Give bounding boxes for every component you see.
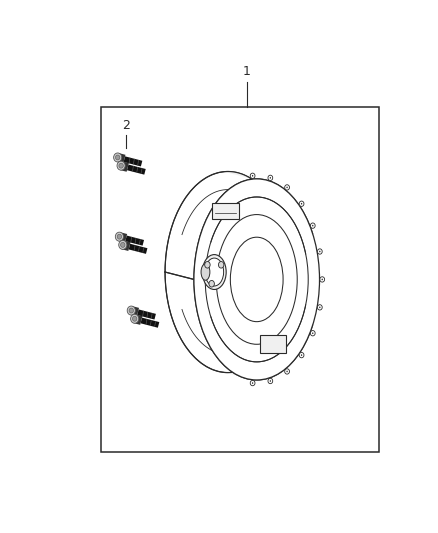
Ellipse shape	[252, 382, 253, 384]
Polygon shape	[234, 211, 296, 341]
Ellipse shape	[201, 264, 210, 280]
Ellipse shape	[299, 352, 304, 358]
Ellipse shape	[132, 316, 137, 321]
Ellipse shape	[219, 262, 224, 268]
FancyBboxPatch shape	[260, 335, 286, 353]
Ellipse shape	[268, 378, 273, 384]
Ellipse shape	[286, 187, 288, 188]
Ellipse shape	[250, 381, 255, 386]
Ellipse shape	[119, 163, 124, 168]
Ellipse shape	[201, 230, 254, 314]
Ellipse shape	[270, 380, 271, 382]
Ellipse shape	[311, 223, 315, 228]
Ellipse shape	[321, 279, 323, 280]
Ellipse shape	[312, 333, 314, 334]
Ellipse shape	[209, 280, 214, 287]
Ellipse shape	[115, 232, 124, 241]
Ellipse shape	[119, 240, 127, 249]
Ellipse shape	[129, 308, 134, 313]
Ellipse shape	[205, 258, 224, 286]
Ellipse shape	[116, 155, 120, 160]
Ellipse shape	[120, 243, 125, 247]
Ellipse shape	[319, 251, 321, 252]
Ellipse shape	[127, 306, 135, 315]
Text: 2: 2	[122, 119, 130, 132]
Ellipse shape	[165, 172, 291, 373]
Ellipse shape	[301, 354, 302, 356]
Ellipse shape	[299, 201, 304, 206]
Ellipse shape	[117, 161, 125, 170]
Ellipse shape	[209, 242, 247, 302]
Ellipse shape	[113, 153, 122, 162]
Ellipse shape	[311, 330, 315, 336]
Ellipse shape	[250, 173, 255, 179]
Ellipse shape	[318, 249, 322, 254]
Bar	[101, 107, 379, 452]
Ellipse shape	[312, 225, 314, 227]
Ellipse shape	[202, 255, 226, 289]
Ellipse shape	[252, 175, 253, 176]
Polygon shape	[236, 191, 308, 361]
Polygon shape	[224, 172, 319, 380]
Ellipse shape	[318, 305, 322, 310]
Text: 1: 1	[243, 66, 251, 78]
Ellipse shape	[319, 306, 321, 308]
Ellipse shape	[286, 370, 288, 372]
FancyBboxPatch shape	[212, 203, 239, 220]
Ellipse shape	[270, 177, 271, 179]
Ellipse shape	[301, 203, 302, 205]
Ellipse shape	[320, 277, 325, 282]
Ellipse shape	[131, 314, 139, 324]
Ellipse shape	[285, 369, 290, 374]
Ellipse shape	[194, 179, 320, 380]
Ellipse shape	[285, 185, 290, 190]
Ellipse shape	[117, 234, 122, 239]
Ellipse shape	[205, 262, 210, 268]
Ellipse shape	[268, 175, 273, 181]
